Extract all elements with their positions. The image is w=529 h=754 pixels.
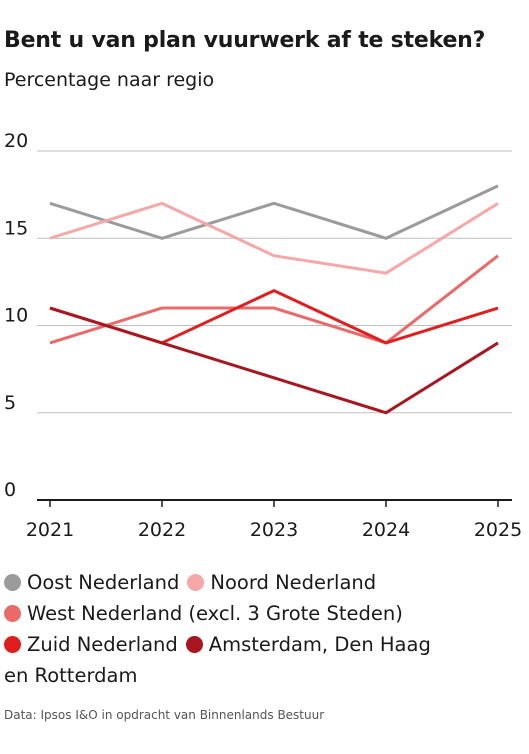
x-tick-label-2022: 2022: [138, 519, 186, 541]
legend-label-west: West Nederland (excl. 3 Grote Steden): [27, 602, 403, 625]
x-tick-label-2025: 2025: [474, 519, 522, 541]
legend-row-4: en Rotterdam: [4, 660, 524, 691]
x-tick-label-2024: 2024: [362, 519, 410, 541]
legend-dot-randstad: [185, 636, 203, 653]
legend-label-oost: Oost Nederland: [27, 571, 180, 594]
y-tick-label-0: 0: [4, 479, 16, 501]
x-tick-label-2023: 2023: [250, 519, 298, 541]
chart-subtitle: Percentage naar regio: [4, 69, 215, 91]
legend-item-randstad: Amsterdam, Den Haag: [185, 629, 431, 660]
series-line-zuid: [49, 288, 499, 345]
legend-dot-oost: [4, 574, 21, 591]
legend-label-randstad: Amsterdam, Den Haag: [208, 633, 431, 656]
legend-dot-noord: [187, 574, 205, 591]
source-note: Data: Ipsos I&O in opdracht van Binnenla…: [4, 708, 325, 722]
legend-item-noord: Noord Nederland: [187, 567, 376, 598]
gridlines: 0 5 10 15 20: [4, 130, 512, 501]
x-tick-label-2021: 2021: [26, 519, 74, 541]
y-tick-label-15: 15: [4, 217, 28, 239]
chart-title: Bent u van plan vuurwerk af te steken?: [4, 28, 486, 53]
y-tick-label-5: 5: [4, 392, 16, 414]
legend-item-zuid: Zuid Nederland: [4, 629, 178, 660]
series-lines: [49, 184, 499, 415]
series-line-oost: [49, 184, 499, 240]
series-line-randstad: [49, 306, 499, 415]
legend-item-oost: Oost Nederland: [4, 567, 179, 598]
legend-dot-west: [4, 605, 21, 622]
legend-row-1: Oost Nederland Noord Nederland: [4, 567, 524, 598]
legend-item-west: West Nederland (excl. 3 Grote Steden): [4, 598, 403, 629]
legend-label-noord: Noord Nederland: [210, 571, 377, 594]
x-axis: 2021 2022 2023 2024 2025: [26, 499, 522, 541]
series-line-west: [49, 254, 499, 345]
legend-label-zuid: Zuid Nederland: [27, 633, 178, 656]
line-chart: 0 5 10 15 20 2021 2022 2023 2024 2025: [4, 130, 522, 541]
legend-label-randstad-cont: en Rotterdam: [4, 664, 138, 687]
series-line-noord: [49, 201, 499, 275]
legend: Oost Nederland Noord Nederland West Nede…: [4, 567, 524, 691]
y-tick-label-10: 10: [4, 305, 28, 327]
legend-row-3: Zuid Nederland Amsterdam, Den Haag: [4, 629, 524, 660]
legend-row-2: West Nederland (excl. 3 Grote Steden): [4, 598, 524, 629]
legend-dot-zuid: [4, 636, 21, 653]
y-tick-label-20: 20: [4, 130, 28, 152]
